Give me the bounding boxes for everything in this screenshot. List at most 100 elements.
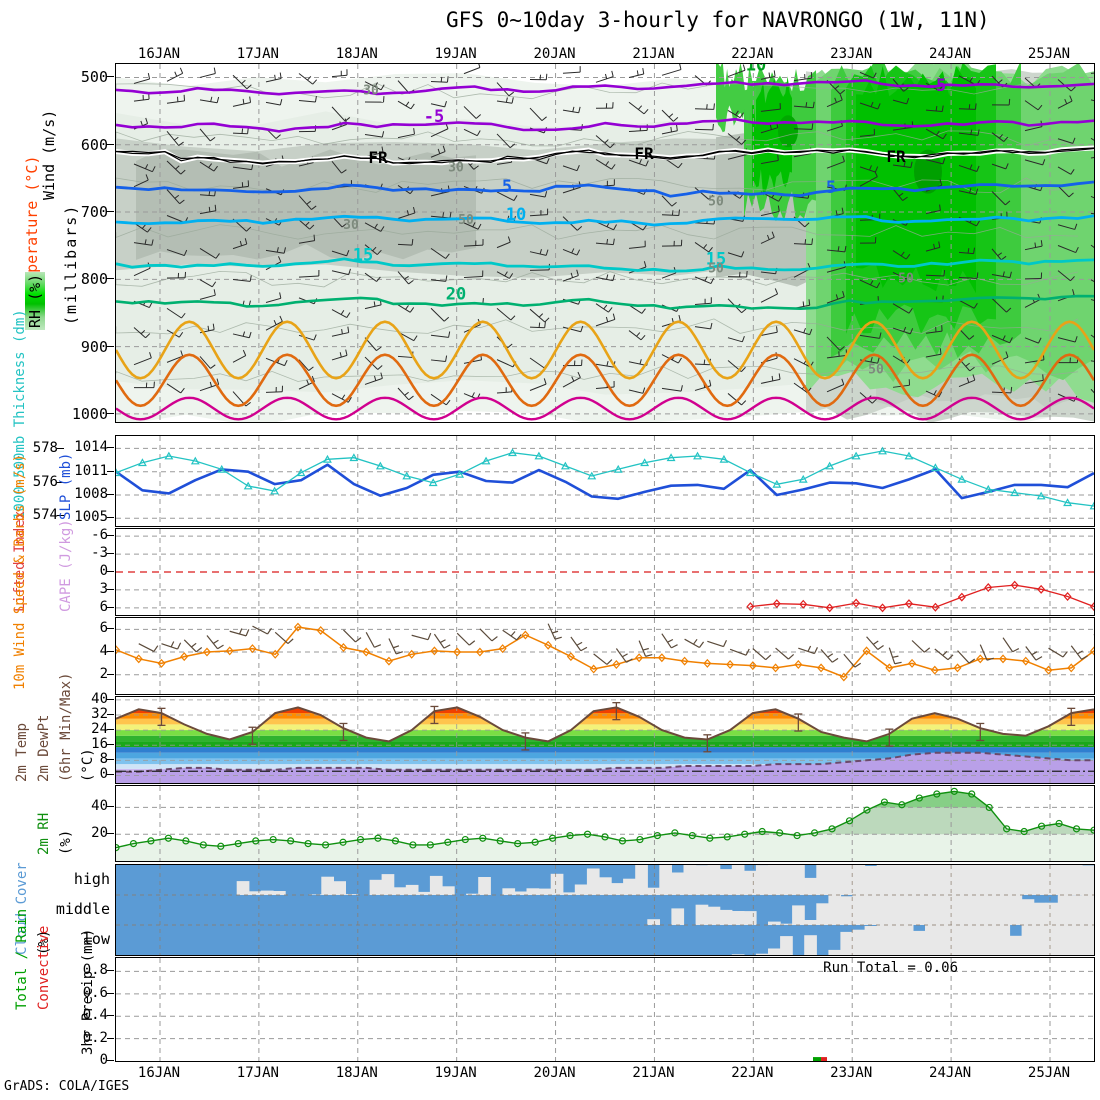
cloud-cover-bar	[997, 895, 1011, 925]
wind-barb-shaft	[859, 134, 875, 137]
wind-barb-feather	[140, 120, 143, 126]
wind-barb-feather	[1005, 200, 1011, 206]
rh-marker	[758, 827, 766, 836]
bottom-date-axis: 16JAN 17JAN 18JAN 19JAN 20JAN 21JAN 22JAN 23JAN…	[115, 1063, 1095, 1083]
lifted-index-marker	[799, 599, 808, 609]
wind-barb-shaft	[562, 165, 578, 172]
precip-panel	[115, 957, 1095, 1062]
wind-barb-shaft	[661, 272, 677, 279]
isotherm-line	[116, 117, 1094, 133]
rh-marker	[304, 839, 312, 848]
wind-barb-shaft	[496, 308, 512, 321]
thickness-marker	[428, 478, 438, 487]
temp-line	[116, 706, 1094, 743]
wind-barb-feather	[1081, 655, 1088, 660]
wind-barb-feather	[444, 101, 447, 108]
cloud-cover-bar	[466, 893, 479, 895]
wind-speed-marker	[839, 672, 848, 682]
wind-barb-shaft	[570, 636, 582, 652]
lifted-index-marker	[1037, 584, 1046, 594]
wind-barb-shaft	[760, 108, 781, 112]
thickness-marker	[1089, 501, 1094, 510]
wind-barb-feather	[578, 106, 581, 113]
wind-barb-shaft	[1090, 195, 1094, 199]
wind-barb-feather	[210, 96, 213, 102]
wind-barb-shaft	[925, 159, 944, 165]
wind-barb-feather	[539, 249, 542, 255]
wind-barb-feather	[812, 101, 815, 108]
cloud-row-label: low	[82, 930, 110, 948]
wind-barb-feather	[805, 102, 808, 108]
wind-barb-feather	[709, 379, 712, 386]
wind-barb-shaft	[430, 128, 449, 138]
wind-barb-feather	[177, 642, 182, 650]
wind-barb-shaft	[397, 387, 410, 401]
rh-marker	[793, 831, 801, 840]
wind-barb-shaft	[133, 327, 146, 339]
isotherm-label: 15	[353, 245, 373, 265]
wind-barb-feather	[273, 319, 277, 325]
wind-barb-feather	[706, 104, 708, 110]
wind-barb-shaft	[199, 248, 217, 259]
wind-barb-shaft	[232, 333, 250, 339]
cloud-cover-bar	[768, 865, 781, 895]
wind-barb-shaft	[331, 332, 349, 337]
wind-barb-shaft	[694, 108, 714, 110]
cloud-cover-bar	[599, 877, 612, 895]
wind-barb-shaft	[1070, 645, 1083, 660]
wind-barb-feather	[973, 247, 976, 254]
wind-barb-feather	[936, 130, 940, 136]
wind-barb-feather	[808, 299, 811, 306]
wind-speed-marker	[1044, 665, 1053, 675]
cloud-cover-bar	[997, 865, 1011, 895]
wind-barb-feather	[277, 256, 282, 263]
cloud-cover-bar	[985, 865, 998, 895]
lifted-index-marker	[825, 603, 834, 613]
wind-barb-shaft	[331, 123, 348, 131]
wind-barb-feather	[877, 645, 884, 651]
wind-barb-shaft	[232, 243, 247, 250]
wind-speed-marker	[748, 661, 757, 671]
wind-barb-shaft	[411, 634, 429, 641]
wind-barb-shaft	[364, 81, 382, 91]
wind-barb-shaft	[529, 251, 547, 256]
cloud-cover-bar	[840, 865, 854, 895]
date-tick-label: 24JAN	[929, 46, 972, 62]
wind-barb-shaft	[798, 647, 815, 655]
wind-barb-shaft	[496, 359, 514, 368]
wind-barb-feather	[538, 322, 541, 328]
temp-band	[116, 741, 1094, 748]
rh-marker	[147, 837, 155, 845]
wind-barb-shaft	[694, 302, 712, 306]
wind-barb-feather	[377, 365, 383, 370]
wind-barb-feather	[571, 248, 575, 254]
wind-barb-feather	[998, 79, 1003, 84]
cloud-cover-bar	[925, 895, 938, 925]
wind-barb-feather	[513, 195, 518, 201]
wind-barb-shaft	[1057, 270, 1071, 282]
axis-tick-mark	[107, 1015, 114, 1017]
wind-barb-shaft	[298, 359, 310, 371]
wind-barb-feather	[546, 158, 550, 164]
wind-barb-shaft	[265, 391, 283, 393]
axis-tick-mark	[107, 992, 114, 994]
wind-barb-feather	[305, 221, 310, 226]
wind-barb-shaft	[298, 219, 310, 230]
wind-barb-shaft	[365, 632, 375, 648]
cloud-cover-bar	[731, 865, 745, 895]
axis-tick-mark	[107, 412, 114, 414]
wind-barb-feather	[445, 355, 448, 362]
wind-barb-shaft	[529, 383, 547, 391]
wind-barb-feather	[771, 231, 775, 238]
wind-barb-feather	[1010, 386, 1013, 393]
cloud-cover-bar	[816, 903, 829, 925]
wind-barb-shaft	[1024, 100, 1039, 111]
rh-contour-line	[116, 224, 1079, 240]
cloud-cover-bar	[852, 929, 866, 955]
wind-barb-shaft	[562, 326, 581, 333]
wind-barb-feather	[1068, 192, 1074, 198]
cloud-cover-bar	[442, 886, 455, 895]
wind-barb-shaft	[694, 187, 710, 200]
wind-barb-shaft	[595, 76, 614, 83]
wind-barb-shaft	[229, 630, 247, 637]
